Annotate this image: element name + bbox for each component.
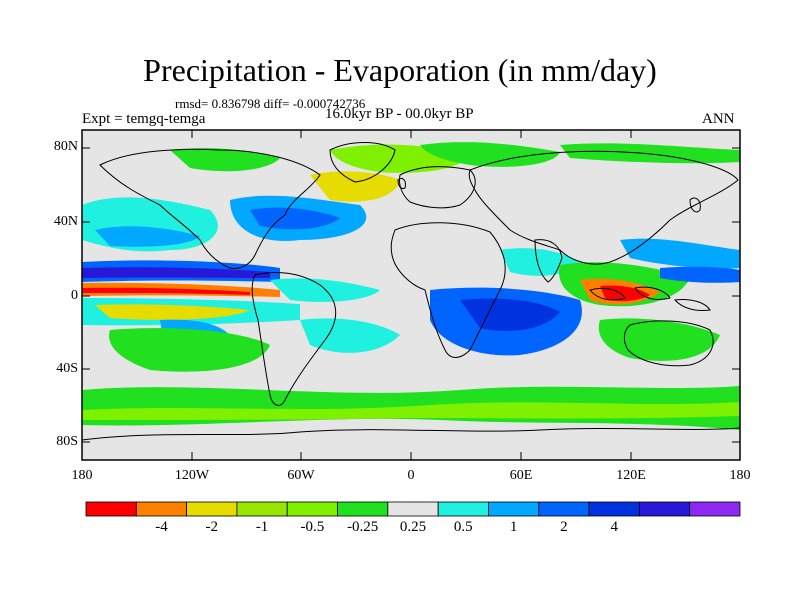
season-label: ANN (702, 111, 735, 127)
lon-label-60e: 60E (509, 468, 533, 483)
colorbar-label: -0.5 (300, 519, 325, 535)
colorbar-label: -1 (255, 519, 269, 535)
colorbar-swatch (135, 501, 188, 517)
colorbar-swatch (85, 501, 137, 517)
colorbar (85, 501, 741, 517)
colorbar-swatch (488, 501, 540, 517)
experiment-label: Expt = temgq-temga (82, 111, 206, 127)
lat-label-80n: 80N (53, 139, 78, 154)
lon-label-60w: 60W (287, 468, 315, 483)
period-label: 16.0kyr BP - 00.0kyr BP (325, 106, 474, 122)
lon-label-120e: 120E (616, 468, 646, 483)
colorbar-label: 0.25 (399, 519, 427, 535)
colorbar-swatch (437, 501, 489, 517)
colorbar-label: 1 (509, 519, 518, 535)
lat-label-40s: 40S (56, 361, 78, 376)
colorbar-swatch (538, 501, 590, 517)
lon-label-180e: 180 (729, 468, 751, 483)
colorbar-swatch (286, 501, 338, 517)
latitude-ticks (82, 147, 740, 443)
colorbar-label: -0.25 (347, 519, 379, 535)
colorbar-swatch (588, 501, 640, 517)
colorbar-swatch (638, 501, 691, 517)
coastlines (82, 142, 740, 441)
colorbar-swatch (186, 501, 238, 517)
colorbar-label: -4 (155, 519, 168, 535)
colorbar-label: 2 (560, 519, 568, 535)
colorbar-label: -2 (205, 519, 219, 535)
lat-label-80s: 80S (56, 434, 78, 449)
lon-label-180w: 180 (71, 468, 93, 483)
colorbar-swatch (387, 501, 439, 517)
lon-label-0: 0 (407, 468, 415, 483)
colorbar-swatch (236, 501, 288, 517)
lat-label-40n: 40N (53, 214, 78, 229)
lon-label-120w: 120W (174, 468, 210, 483)
chart-title: Precipitation - Evaporation (in mm/day) (143, 52, 657, 88)
longitude-ticks (191, 130, 632, 460)
lat-label-0: 0 (71, 288, 78, 303)
colorbar-label: 4 (610, 519, 618, 535)
colorbar-label: 0.5 (453, 519, 473, 535)
colorbar-swatch (337, 501, 389, 517)
stats-line: rmsd= 0.836798 diff= -0.000742736 (175, 96, 366, 111)
field-contours (82, 142, 740, 430)
colorbar-swatch (689, 501, 741, 517)
